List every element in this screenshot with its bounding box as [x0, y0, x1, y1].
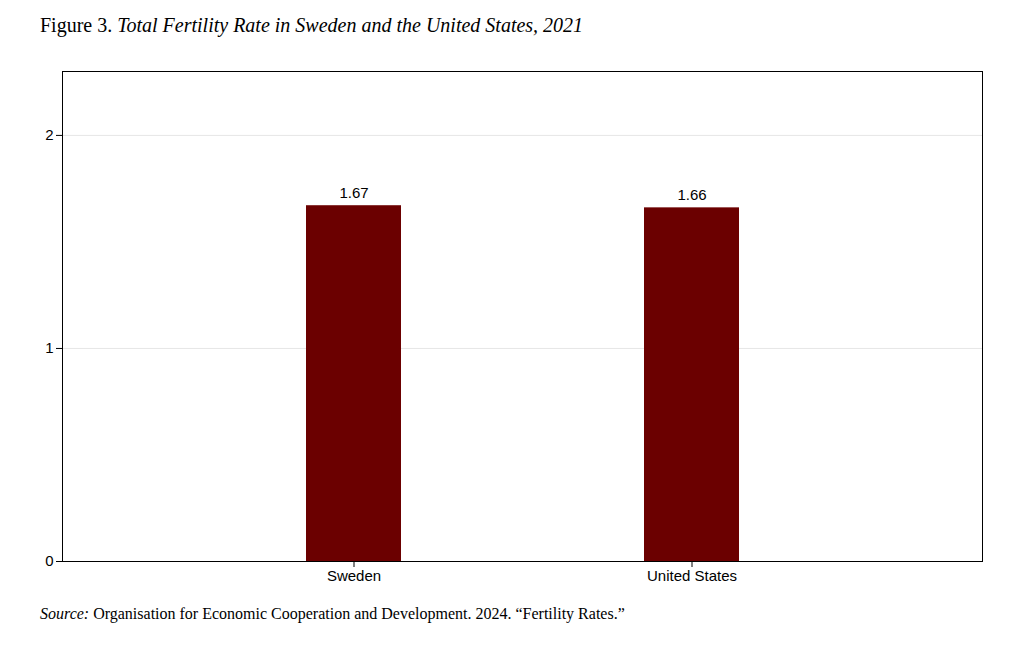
- svg-text:Sweden: Sweden: [327, 567, 381, 584]
- svg-text:1.66: 1.66: [677, 186, 706, 203]
- svg-text:2: 2: [45, 126, 53, 143]
- html-text:Source: Organisation for Econo: Source: Organisation for Economic Cooper…: [40, 605, 625, 622]
- svg-text:1: 1: [45, 339, 53, 356]
- svg-text:1.67: 1.67: [339, 184, 368, 201]
- html-text:Figure 3. Total Fertility Rate: Figure 3. Total Fertility Rate in Sweden…: [40, 14, 584, 36]
- svg-text:United States: United States: [647, 567, 737, 584]
- svg-text:0: 0: [45, 552, 53, 569]
